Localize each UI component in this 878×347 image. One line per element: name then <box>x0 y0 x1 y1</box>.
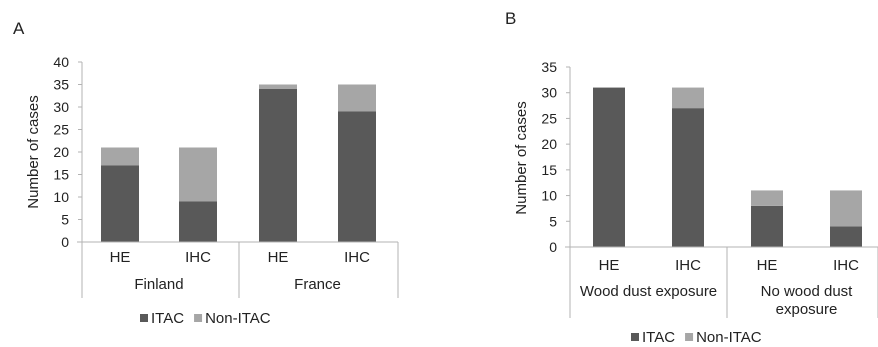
x-group-label: Wood dust exposure <box>580 283 717 300</box>
x-category-label: IHC <box>833 257 859 274</box>
bar-segment-non-itac <box>101 148 139 166</box>
y-tick-label: 20 <box>53 144 69 160</box>
y-axis-ticks: 0 5 10 15 20 25 30 35 <box>541 59 557 255</box>
legend-label: Non-ITAC <box>696 329 762 346</box>
bar-segment-itac <box>259 89 297 242</box>
bar-segment-itac <box>672 108 704 247</box>
y-tick-label: 15 <box>53 167 69 183</box>
y-tick-label: 5 <box>61 212 69 228</box>
legend-swatch-itac <box>631 333 639 341</box>
bars <box>593 88 862 247</box>
x-axis-groups: Wood dust exposure No wood dust exposure <box>580 283 853 318</box>
legend-label: ITAC <box>151 310 184 327</box>
x-group-label: France <box>294 276 341 293</box>
panel-letter-a: A <box>13 19 25 38</box>
bar-segment-itac <box>179 202 217 243</box>
bar-segment-itac <box>593 88 625 247</box>
y-axis-label: Number of cases <box>513 101 530 214</box>
x-category-label: HE <box>110 249 131 266</box>
bar-segment-itac <box>751 206 783 247</box>
y-tick-label: 25 <box>53 122 69 138</box>
y-tick-label: 15 <box>541 162 557 178</box>
y-axis-label: Number of cases <box>25 95 42 208</box>
x-axis-categories: HE IHC HE IHC <box>599 257 860 274</box>
legend-label: ITAC <box>642 329 675 346</box>
y-tick-label: 40 <box>53 54 69 70</box>
bar-segment-non-itac <box>830 190 862 226</box>
x-category-label: IHC <box>185 249 211 266</box>
bar-segment-itac <box>101 166 139 243</box>
x-group-label: No wood dust exposure <box>761 283 854 318</box>
bar-segment-itac <box>830 226 862 247</box>
x-axis-groups: Finland France <box>134 276 340 293</box>
legend-label: Non-ITAC <box>205 310 271 327</box>
y-tick-label: 30 <box>541 85 557 101</box>
bars <box>101 85 376 243</box>
bar-segment-non-itac <box>338 85 376 112</box>
y-tick-label: 30 <box>53 99 69 115</box>
x-axis-categories: HE IHC HE IHC <box>110 249 371 266</box>
y-tick-label: 0 <box>549 239 557 255</box>
bar-segment-non-itac <box>672 88 704 109</box>
bar-segment-non-itac <box>179 148 217 202</box>
y-tick-label: 25 <box>541 110 557 126</box>
bar-segment-itac <box>338 112 376 243</box>
legend-swatch-non-itac <box>194 314 202 322</box>
chart-panel-a: A Number of cases 0 5 10 15 20 25 30 35 40 HE IHC… <box>13 19 398 327</box>
y-tick-label: 10 <box>53 189 69 205</box>
y-tick-label: 20 <box>541 136 557 152</box>
y-tick-label: 10 <box>541 188 557 204</box>
legend: ITAC Non-ITAC <box>631 329 762 346</box>
bar-segment-non-itac <box>751 190 783 205</box>
x-category-label: IHC <box>675 257 701 274</box>
x-category-label: IHC <box>344 249 370 266</box>
x-category-label: HE <box>757 257 778 274</box>
legend-swatch-itac <box>140 314 148 322</box>
legend-swatch-non-itac <box>685 333 693 341</box>
y-axis-ticks: 0 5 10 15 20 25 30 35 40 <box>53 54 69 250</box>
x-category-label: HE <box>599 257 620 274</box>
y-tick-label: 35 <box>53 77 69 93</box>
x-category-label: HE <box>268 249 289 266</box>
y-tick-label: 35 <box>541 59 557 75</box>
x-group-label: Finland <box>134 276 183 293</box>
y-tick-label: 0 <box>61 234 69 250</box>
y-tick-label: 5 <box>549 213 557 229</box>
panel-letter-b: B <box>505 9 516 28</box>
legend: ITAC Non-ITAC <box>140 310 271 327</box>
bar-segment-non-itac <box>259 85 297 90</box>
